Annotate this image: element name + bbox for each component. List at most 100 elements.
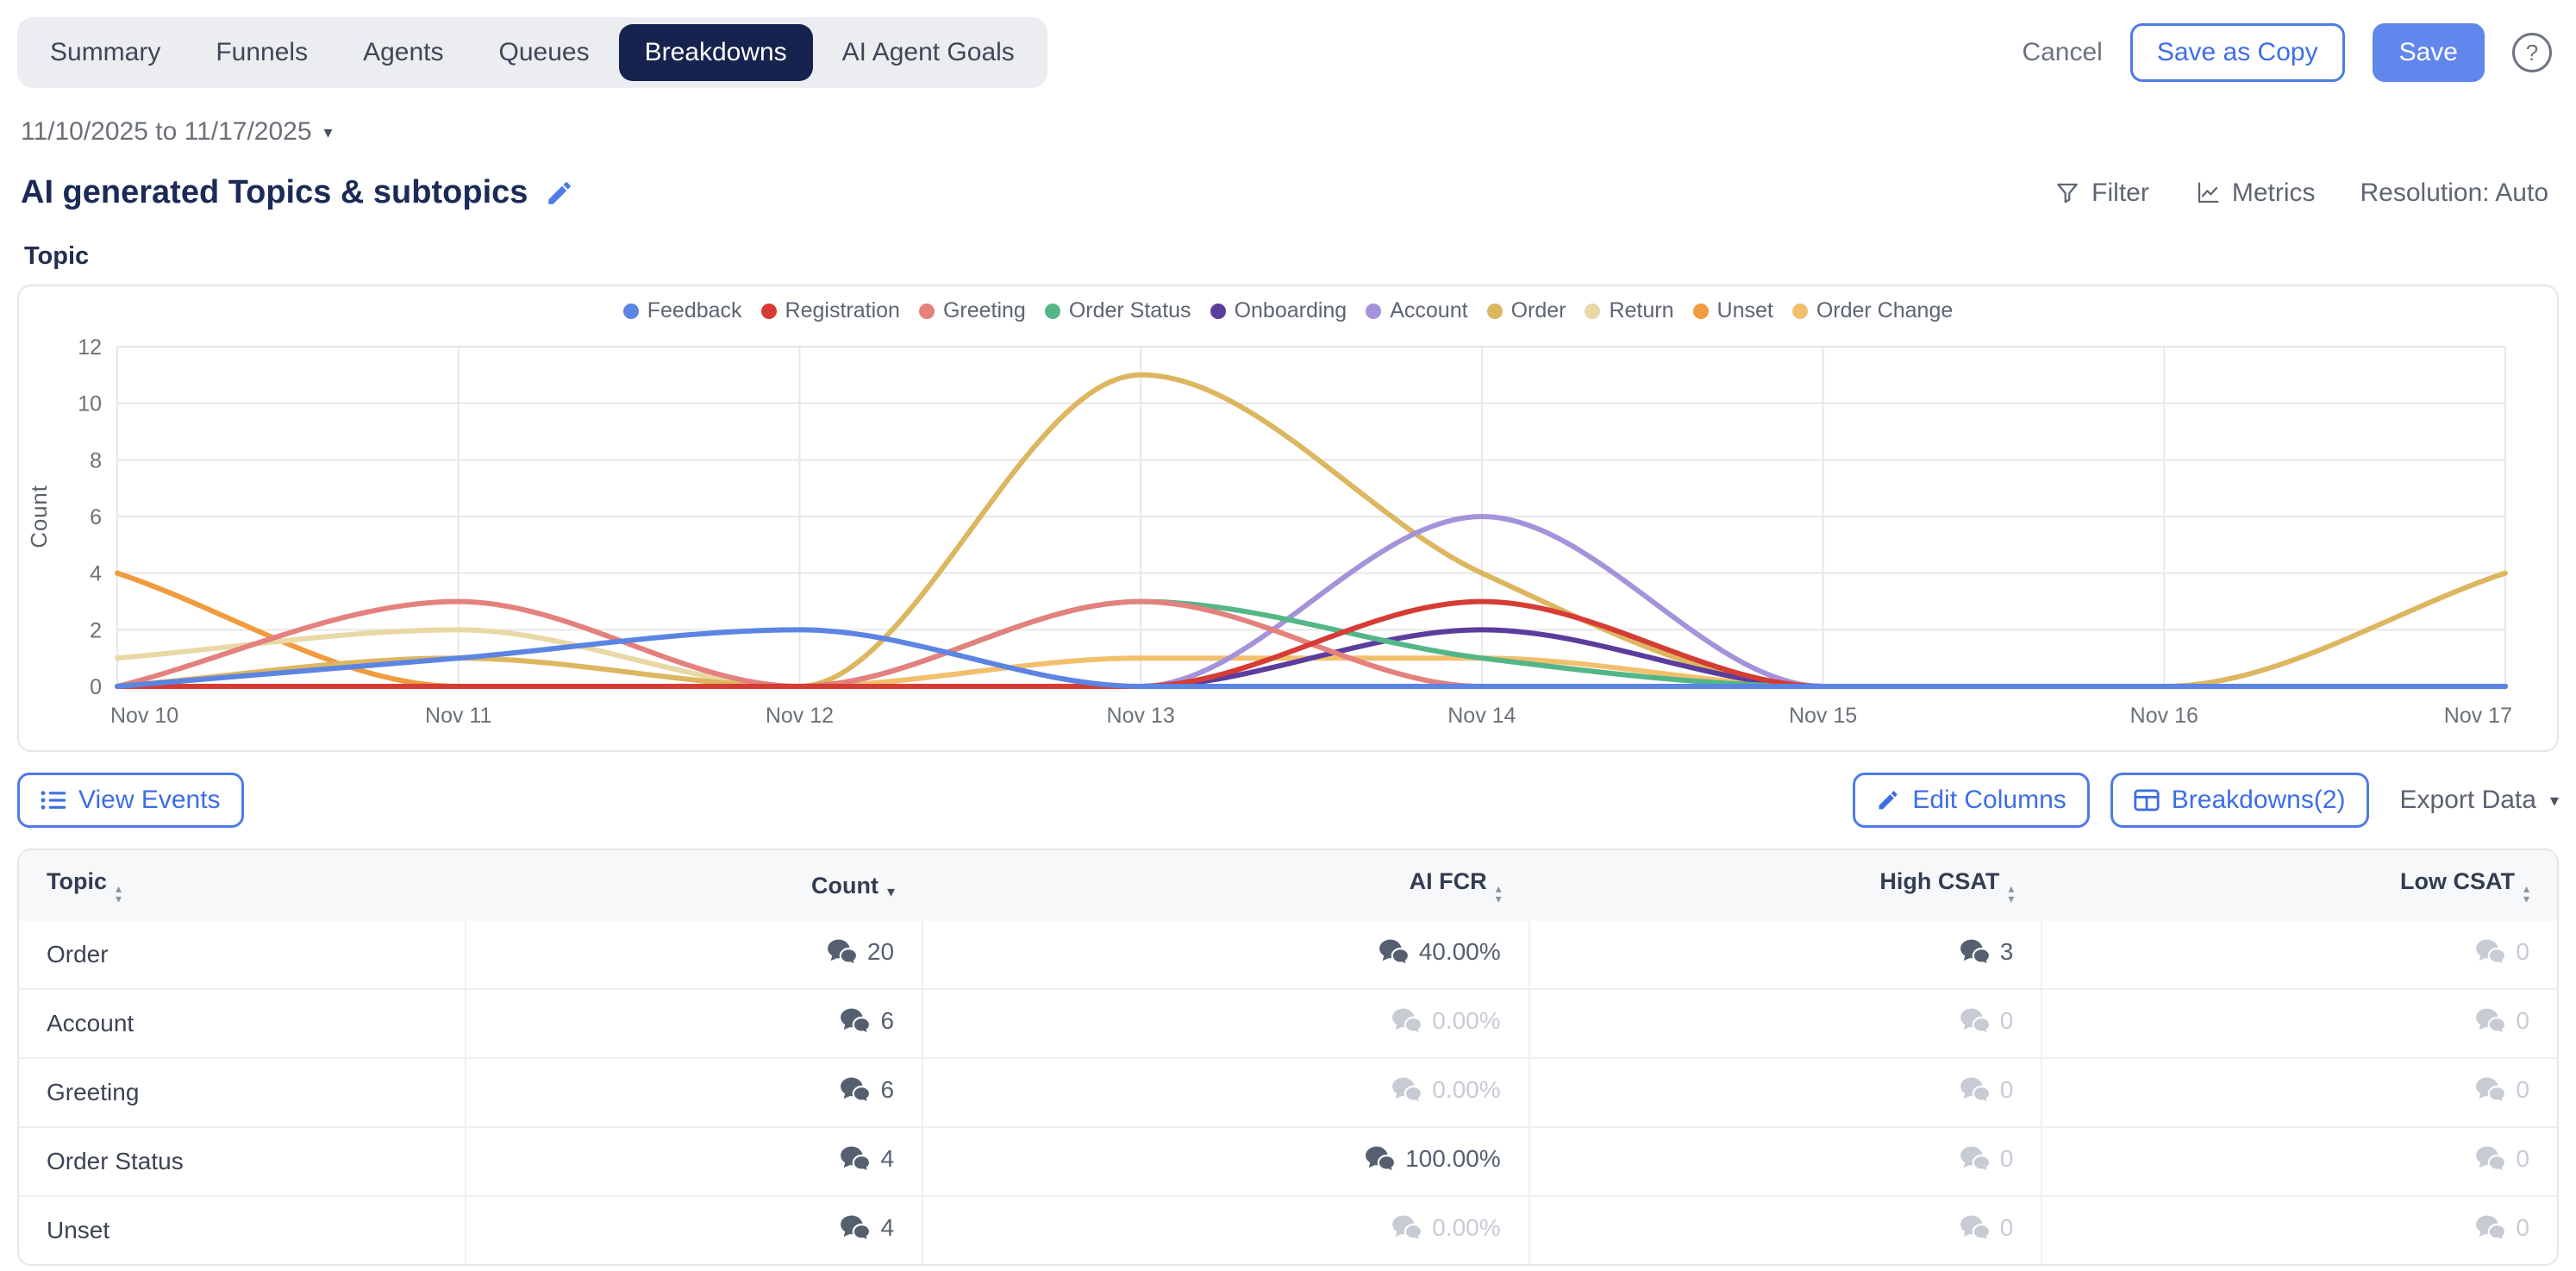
resolution-selector[interactable]: Resolution: Auto [2360, 178, 2548, 207]
legend-item-return[interactable]: Return [1585, 298, 1674, 323]
tab-summary[interactable]: Summary [50, 38, 161, 66]
line-chart-icon [2198, 182, 2219, 203]
svg-text:Nov 17: Nov 17 [2444, 704, 2512, 728]
chat-bubbles-icon [1959, 1007, 1991, 1035]
tab-bar: Summary Funnels Agents Queues Breakdowns… [17, 17, 1047, 88]
legend-label: Order Change [1816, 298, 1954, 322]
legend-item-feedback[interactable]: Feedback [622, 298, 742, 323]
table-row[interactable]: Order 20 40.00% 3 0 [19, 921, 2557, 989]
count-cell: 4 [465, 1195, 923, 1264]
low-csat-cell: 0 [2041, 1057, 2557, 1127]
table-row[interactable]: Account 6 0.00% 0 0 [19, 988, 2557, 1058]
column-header-high-csat[interactable]: High CSAT ▴ ▾ [1529, 850, 2042, 921]
cancel-button[interactable]: Cancel [2022, 38, 2103, 66]
svg-text:Nov 16: Nov 16 [2130, 704, 2198, 728]
chat-bubbles-icon [839, 1076, 872, 1104]
legend-item-onboarding[interactable]: Onboarding [1210, 298, 1347, 323]
topics-table: Topic ▴ ▾ Count ▾ AI FCR ▴ ▾ High CSAT ▴ ▾ Low … [19, 850, 2557, 1264]
high-csat-cell: 0 [1528, 1126, 2042, 1196]
chart-canvas[interactable]: 0 2 4 6 8 10 12 Nov 10 Nov 11 Nov 12 Nov 13 Nov 14 N… [19, 286, 2557, 750]
high-csat-cell: 3 [1528, 921, 2042, 989]
column-header-topic[interactable]: Topic ▴ ▾ [19, 850, 466, 921]
chat-bubbles-icon [2474, 938, 2507, 966]
chat-bubbles-icon [1391, 1007, 1423, 1035]
metrics-button[interactable]: Metrics [2194, 178, 2316, 208]
breakdowns-button[interactable]: Breakdowns(2) [2110, 773, 2369, 828]
topic-cell: Account [19, 988, 466, 1058]
save-as-copy-button[interactable]: Save as Copy [2129, 23, 2345, 82]
legend-dot [1366, 303, 1382, 319]
sort-desc-icon: ▾ [887, 882, 896, 900]
help-icon[interactable]: ? [2512, 33, 2552, 72]
page-title: AI generated Topics & subtopics [21, 174, 528, 210]
svg-text:10: 10 [78, 392, 102, 416]
svg-text:Nov 10: Nov 10 [110, 704, 178, 728]
chart-legend: Feedback Registration Greeting Order Status… [19, 298, 2557, 323]
svg-text:6: 6 [90, 505, 102, 529]
tab-ai-agent-goals[interactable]: AI Agent Goals [841, 38, 1015, 66]
view-events-button[interactable]: View Events [17, 773, 244, 828]
legend-item-order-status[interactable]: Order Status [1044, 298, 1191, 323]
date-range-selector[interactable]: 11/10/2025 to 11/17/2025 ▾ [21, 117, 333, 147]
svg-text:Nov 12: Nov 12 [766, 704, 834, 728]
svg-text:Nov 11: Nov 11 [425, 704, 491, 728]
tab-breakdowns[interactable]: Breakdowns [618, 24, 813, 81]
legend-label: Account [1390, 298, 1468, 322]
legend-item-greeting[interactable]: Greeting [918, 298, 1026, 323]
funnel-icon [2057, 183, 2078, 203]
chat-bubbles-icon [1959, 1214, 1991, 1242]
chat-bubbles-icon [1391, 1076, 1423, 1104]
tab-agents[interactable]: Agents [363, 38, 444, 66]
legend-item-order[interactable]: Order [1486, 298, 1566, 323]
svg-text:Nov 13: Nov 13 [1107, 704, 1175, 728]
date-range-label: 11/10/2025 to 11/17/2025 [21, 117, 312, 146]
filter-button[interactable]: Filter [2054, 178, 2149, 208]
column-header-low-csat[interactable]: Low CSAT ▴ ▾ [2041, 850, 2557, 921]
export-data-dropdown[interactable]: Export Data ▾ [2399, 786, 2559, 814]
ai-fcr-cell: 0.00% [922, 1057, 1529, 1127]
save-button[interactable]: Save [2372, 23, 2485, 82]
table-row[interactable]: Order Status 4 100.00% 0 0 [19, 1126, 2557, 1196]
chat-bubbles-icon [839, 1007, 872, 1035]
sort-icon: ▴ ▾ [2008, 880, 2015, 905]
sort-icon: ▴ ▾ [116, 880, 122, 905]
chat-bubbles-icon [2474, 1076, 2507, 1104]
edit-title-pencil-icon[interactable] [545, 178, 574, 208]
chat-bubbles-icon [839, 1214, 872, 1242]
section-label-topic: Topic [24, 242, 90, 270]
edit-columns-button[interactable]: Edit Columns [1853, 773, 2090, 828]
list-icon [41, 789, 66, 811]
svg-text:8: 8 [90, 448, 102, 473]
tab-funnels[interactable]: Funnels [216, 38, 309, 66]
legend-dot [1044, 303, 1060, 319]
svg-text:12: 12 [78, 335, 102, 360]
legend-dot [918, 303, 935, 319]
table-actions-row: View Events Edit Columns Breakdowns(2) E… [17, 773, 2559, 828]
count-cell: 20 [465, 921, 923, 989]
legend-item-unset[interactable]: Unset [1692, 298, 1773, 323]
topic-line-chart-card: Feedback Registration Greeting Order Status… [17, 285, 2559, 752]
legend-item-account[interactable]: Account [1366, 298, 1468, 323]
legend-label: Order Status [1068, 298, 1191, 322]
count-cell: 6 [465, 988, 923, 1058]
table-row[interactable]: Unset 4 0.00% 0 0 [19, 1195, 2557, 1264]
legend-dot [1692, 303, 1709, 319]
tab-queues[interactable]: Queues [498, 38, 590, 66]
svg-text:0: 0 [90, 675, 102, 699]
svg-text:Nov 15: Nov 15 [1789, 704, 1857, 728]
count-cell: 6 [465, 1057, 923, 1127]
legend-item-order-change[interactable]: Order Change [1791, 298, 1954, 323]
legend-dot [1585, 303, 1601, 319]
chevron-down-icon: ▾ [2549, 791, 2559, 811]
chat-bubbles-icon [826, 938, 859, 966]
table-header-row: Topic ▴ ▾ Count ▾ AI FCR ▴ ▾ High CSAT ▴ ▾ Low … [19, 850, 2557, 921]
topics-table-card: Topic ▴ ▾ Count ▾ AI FCR ▴ ▾ High CSAT ▴ ▾ Low … [17, 848, 2559, 1266]
table-row[interactable]: Greeting 6 0.00% 0 0 [19, 1057, 2557, 1127]
chat-bubbles-icon [1959, 1076, 1991, 1104]
column-header-ai-fcr[interactable]: AI FCR ▴ ▾ [922, 850, 1529, 921]
chat-bubbles-icon [1378, 938, 1410, 966]
column-header-count[interactable]: Count ▾ [466, 850, 923, 921]
legend-item-registration[interactable]: Registration [760, 298, 900, 323]
pencil-icon [1876, 788, 1900, 812]
